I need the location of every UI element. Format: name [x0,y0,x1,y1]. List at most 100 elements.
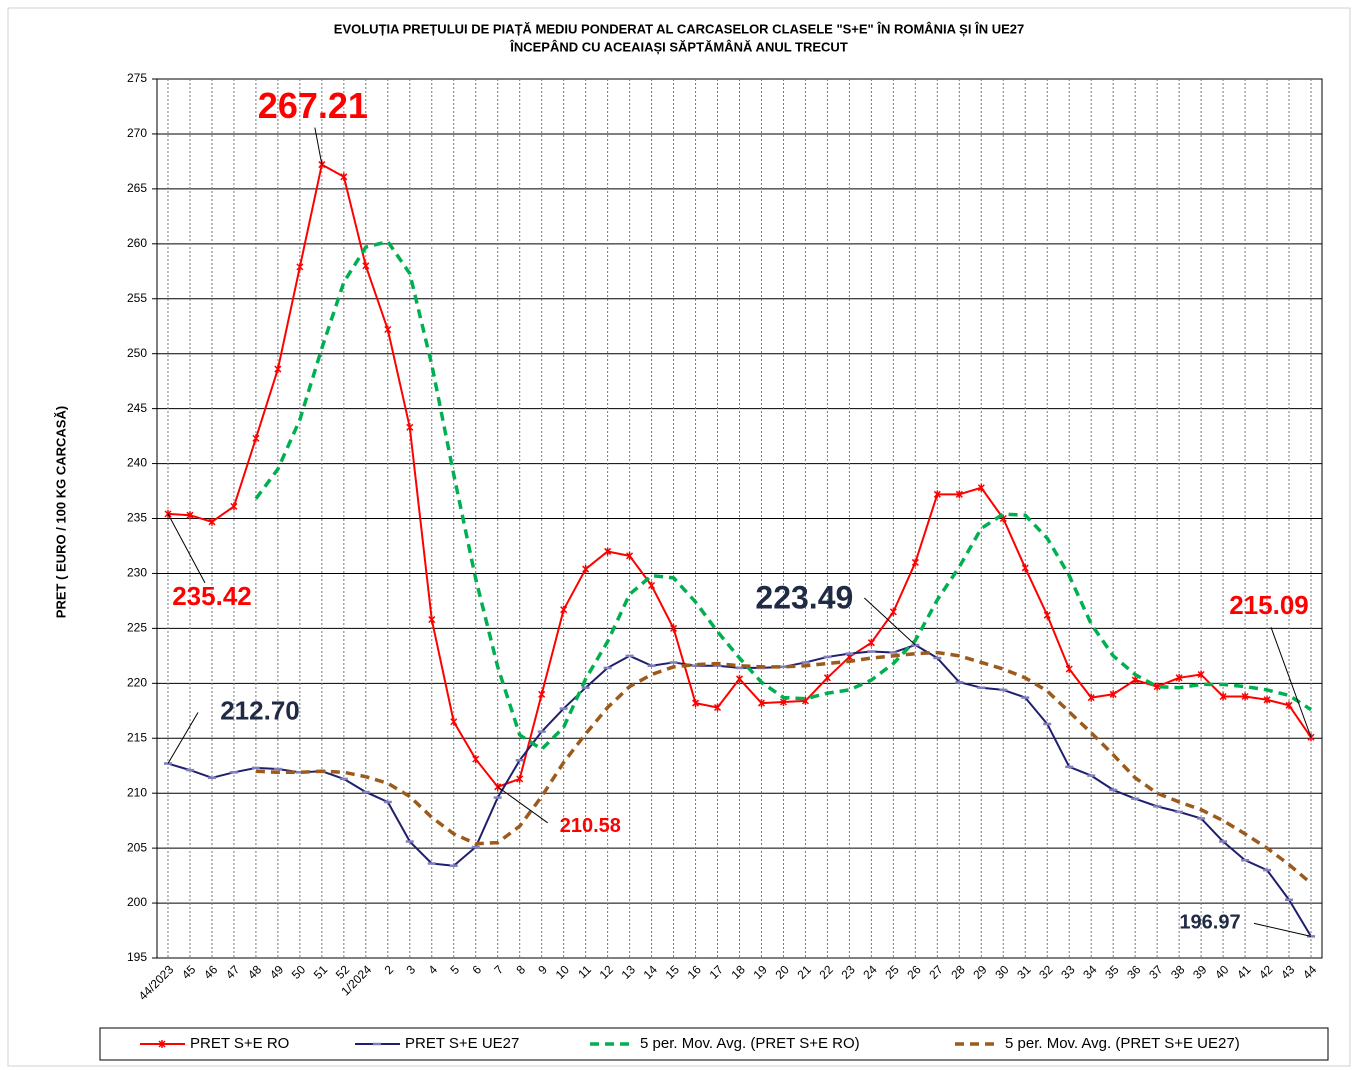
y-axis-label: PRET ( EURO / 100 KG CARCASĂ) [53,406,68,618]
x-tick-label: 44/2023 [136,962,177,1003]
data-point [867,638,875,647]
x-tick-label: 46 [201,962,221,982]
y-tick-label: 225 [127,621,147,635]
annotation-leader [167,513,206,584]
y-tick-label: 195 [127,950,147,964]
x-tick-label: 25 [882,962,902,982]
y-tick-label: 275 [127,71,147,85]
data-point [516,774,524,783]
x-tick-label: 21 [794,962,814,982]
data-label: 235.42 [172,581,252,611]
y-tick-label: 220 [127,675,147,689]
data-point [450,717,458,726]
data-point [582,565,590,574]
data-point [384,325,392,334]
x-tick-label: 29 [970,962,990,982]
annotation-leader [167,712,199,764]
x-tick-label: 48 [245,962,265,982]
annotation-leader [497,786,548,824]
data-point [472,755,480,764]
data-label: 210.58 [560,815,621,837]
series-line [254,239,1312,751]
data-point [296,262,304,271]
x-tick-label: 44 [1300,962,1320,982]
data-point [1219,692,1227,701]
data-label: 212.70 [220,695,300,725]
data-point [428,615,436,624]
data-point [1043,611,1051,620]
x-tick-label: 4 [426,962,441,977]
data-point [889,607,897,616]
x-tick-label: 49 [267,962,287,982]
data-point [823,673,831,682]
data-point [1307,733,1315,742]
data-point [670,624,678,633]
x-tick-label: 27 [926,962,946,982]
x-tick-label: 22 [816,962,836,982]
data-point [757,699,766,708]
data-point [362,261,370,270]
data-label: 223.49 [755,579,853,615]
data-point [1263,695,1271,704]
x-tick-label: 18 [729,962,749,982]
x-tick-label: 20 [772,962,792,982]
x-tick-label: 3 [404,962,419,977]
x-tick-label: 11 [575,962,594,981]
y-tick-label: 200 [127,895,147,909]
y-tick-label: 255 [127,291,147,305]
data-point [626,551,634,560]
x-tick-label: 2 [382,962,397,977]
legend-label: PRET S+E UE27 [405,1035,519,1052]
data-point [1175,673,1183,682]
data-point [1197,670,1205,679]
x-tick-label: 33 [1058,962,1078,982]
x-tick-label: 17 [707,962,727,982]
x-tick-label: 19 [750,962,770,982]
y-tick-label: 205 [127,840,147,854]
x-tick-label: 43 [1278,962,1298,982]
data-point [648,581,656,590]
x-tick-label: 42 [1256,962,1276,982]
legend-label: 5 per. Mov. Avg. (PRET S+E UE27) [1005,1035,1240,1052]
annotation-leader [314,127,323,165]
data-point [230,502,238,511]
x-tick-label: 26 [904,962,924,982]
data-point [164,509,172,518]
x-tick-label: 37 [1146,962,1166,982]
x-tick-label: 31 [1014,962,1034,982]
chart-title: EVOLUȚIA PREȚULUI DE PIAȚĂ MEDIU PONDERA… [334,21,1024,36]
x-tick-label: 8 [513,962,528,977]
annotation-leader [1270,627,1312,738]
data-point [735,674,744,683]
data-point [1065,665,1073,674]
x-tick-label: 16 [685,962,705,982]
data-point [911,558,919,567]
data-label: 215.09 [1229,590,1309,620]
data-point [252,434,260,443]
x-tick-label: 7 [491,962,506,977]
data-point [186,511,194,520]
y-tick-label: 260 [127,236,147,250]
x-tick-label: 35 [1102,962,1122,982]
y-tick-label: 235 [127,511,147,525]
y-tick-label: 250 [127,346,147,360]
data-point [604,547,612,556]
x-tick-label: 15 [663,962,683,982]
legend [99,1027,1329,1061]
data-point [274,365,282,374]
data-point [1109,690,1117,699]
x-tick-label: 6 [469,962,484,977]
data-point [692,699,700,708]
y-tick-label: 270 [127,126,147,140]
annotation-leader [864,597,916,646]
x-tick-label: 9 [535,962,550,977]
y-tick-label: 230 [127,566,147,580]
chart-subtitle: ÎNCEPÂND CU ACEAIAȘI SĂPTĂMÂNĂ ANUL TREC… [509,39,848,54]
x-tick-label: 28 [948,962,968,982]
x-tick-label: 47 [223,962,243,982]
data-label: 267.21 [258,85,368,126]
x-tick-label: 5 [447,962,462,977]
legend-label: 5 per. Mov. Avg. (PRET S+E RO) [640,1035,860,1052]
x-tick-label: 24 [860,962,880,982]
chart-frame [7,7,1351,1067]
